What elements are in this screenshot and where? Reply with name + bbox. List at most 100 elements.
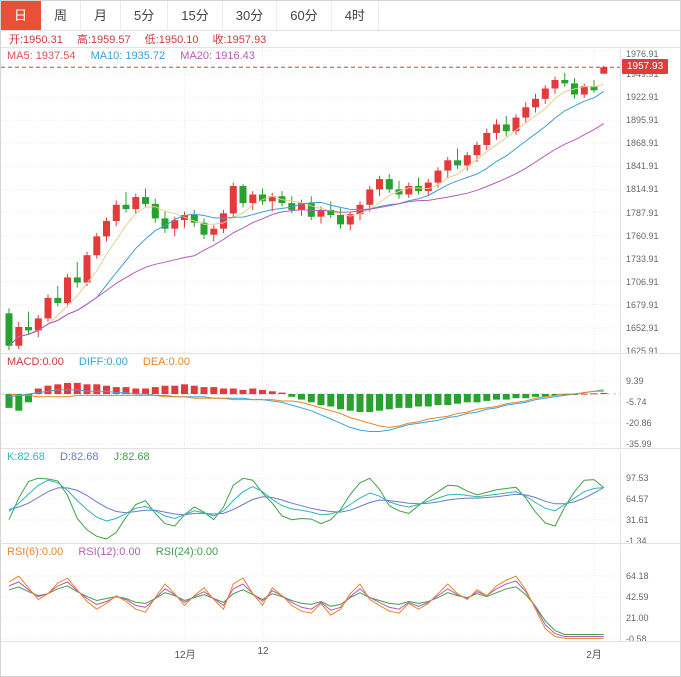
candle-body xyxy=(532,98,539,108)
candle-body xyxy=(34,318,42,331)
macd-bar xyxy=(220,388,227,395)
tab-week[interactable]: 周 xyxy=(41,1,82,30)
kdj-chart[interactable] xyxy=(1,450,621,544)
macd-bar xyxy=(142,388,149,395)
macd-bar xyxy=(239,389,247,395)
candle-body xyxy=(190,215,198,223)
candle-body xyxy=(463,155,471,166)
candle-body xyxy=(434,170,442,183)
tab-60min[interactable]: 60分 xyxy=(277,1,332,30)
axis-tick-label: -5.74 xyxy=(626,397,647,407)
candle-body xyxy=(239,186,247,204)
candle-body xyxy=(580,86,588,95)
macd-bar xyxy=(278,392,286,394)
macd-bar xyxy=(259,389,266,395)
axis-tick-label: 42.59 xyxy=(626,592,649,602)
macd-bar xyxy=(25,394,32,403)
axis-tick-label: 1841.91 xyxy=(626,161,659,172)
macd-bar xyxy=(83,384,91,394)
axis-tick-label: 97.53 xyxy=(626,473,649,483)
macd-bar xyxy=(385,394,393,410)
macd-bar xyxy=(463,394,471,403)
candle-body xyxy=(142,197,149,204)
candle-body xyxy=(512,117,520,132)
macd-bar xyxy=(561,394,569,396)
tab-4hour[interactable]: 4时 xyxy=(332,1,379,30)
candle-body xyxy=(590,86,598,91)
axis-tick-label: -1.34 xyxy=(626,535,647,546)
candle-body xyxy=(541,88,549,99)
macd-bar xyxy=(541,394,549,397)
macd-bar xyxy=(181,384,188,394)
axis-tick-label: 9.39 xyxy=(626,376,644,386)
candle-body xyxy=(220,213,227,229)
tab-month[interactable]: 月 xyxy=(81,1,122,30)
candle-body xyxy=(93,236,101,256)
candle-body xyxy=(337,215,344,225)
macd-bar xyxy=(210,387,218,394)
macd-bar xyxy=(424,394,432,407)
ohlc-open: 开:1950.31 xyxy=(9,34,63,46)
ohlc-close: 收:1957.93 xyxy=(212,34,267,46)
d-value: D:82.68 xyxy=(59,451,99,463)
tab-15min[interactable]: 15分 xyxy=(168,1,223,30)
macd-bar xyxy=(171,385,179,394)
candle-body xyxy=(268,196,276,202)
macd-bar xyxy=(356,394,364,412)
axis-tick-label: 31.61 xyxy=(626,514,649,525)
kdj-axis: 97.53 64.57 31.61 -1.34 xyxy=(620,450,680,546)
macd-bar xyxy=(473,394,481,403)
macd-bar xyxy=(249,388,257,395)
timeframe-tabs: 日 周 月 5分 15分 30分 60分 4时 xyxy=(1,1,680,31)
macd-bar xyxy=(54,384,62,394)
macd-bar xyxy=(103,385,110,394)
macd-bar xyxy=(434,394,442,406)
axis-tick-label: -35.99 xyxy=(626,438,652,449)
macd-bar xyxy=(346,394,354,411)
candle-body xyxy=(366,189,374,205)
candle-body xyxy=(103,221,110,237)
series-line xyxy=(8,83,604,347)
tab-day[interactable]: 日 xyxy=(1,1,42,30)
macd-bar xyxy=(532,394,539,397)
price-axis: 1976.91 1949.91 1922.91 1895.91 1868.91 1841.… xyxy=(620,49,680,356)
series-line xyxy=(8,390,604,428)
macd-bar xyxy=(229,388,237,395)
axis-tick-label: 64.57 xyxy=(626,493,649,504)
candle-body xyxy=(298,203,305,210)
macd-bar xyxy=(600,392,608,394)
candle-body xyxy=(522,107,530,118)
candle-body xyxy=(54,297,62,303)
series-line xyxy=(8,389,604,432)
macd-chart[interactable] xyxy=(1,355,621,449)
macd-bar xyxy=(376,394,383,411)
axis-tick-label: 1625.91 xyxy=(626,346,659,356)
axis-tick-label: 21.00 xyxy=(626,613,649,623)
axis-tick-label: 1679.91 xyxy=(626,299,659,310)
macd-bar xyxy=(73,382,81,394)
axis-tick-label: 1868.91 xyxy=(626,138,659,149)
candle-body xyxy=(551,80,559,89)
candle-body xyxy=(327,209,335,215)
macd-bar xyxy=(395,394,403,408)
rsi-chart[interactable] xyxy=(1,545,621,642)
candle-body xyxy=(132,197,140,210)
macd-bar xyxy=(112,387,120,394)
candlestick-chart[interactable] xyxy=(1,49,621,354)
candle-body xyxy=(44,297,52,319)
tab-30min[interactable]: 30分 xyxy=(223,1,278,30)
axis-tick-label: 64.18 xyxy=(626,571,649,581)
candle-body xyxy=(424,182,432,191)
tab-5min[interactable]: 5分 xyxy=(121,1,169,30)
kdj-legend: K:82.68 D:82.68 J:82.68 xyxy=(7,451,162,463)
candle-body xyxy=(317,209,325,217)
diff-value: DIFF:0.00 xyxy=(78,356,128,368)
time-axis: 12月 12 2月 xyxy=(1,641,680,676)
macd-bar xyxy=(34,388,42,395)
macd-bar xyxy=(590,393,598,395)
axis-tick-label: 1976.91 xyxy=(626,49,659,59)
candle-body xyxy=(444,160,452,171)
axis-tick-label: 1787.91 xyxy=(626,207,659,218)
macd-bar xyxy=(366,394,374,412)
macd-bar xyxy=(580,393,588,395)
